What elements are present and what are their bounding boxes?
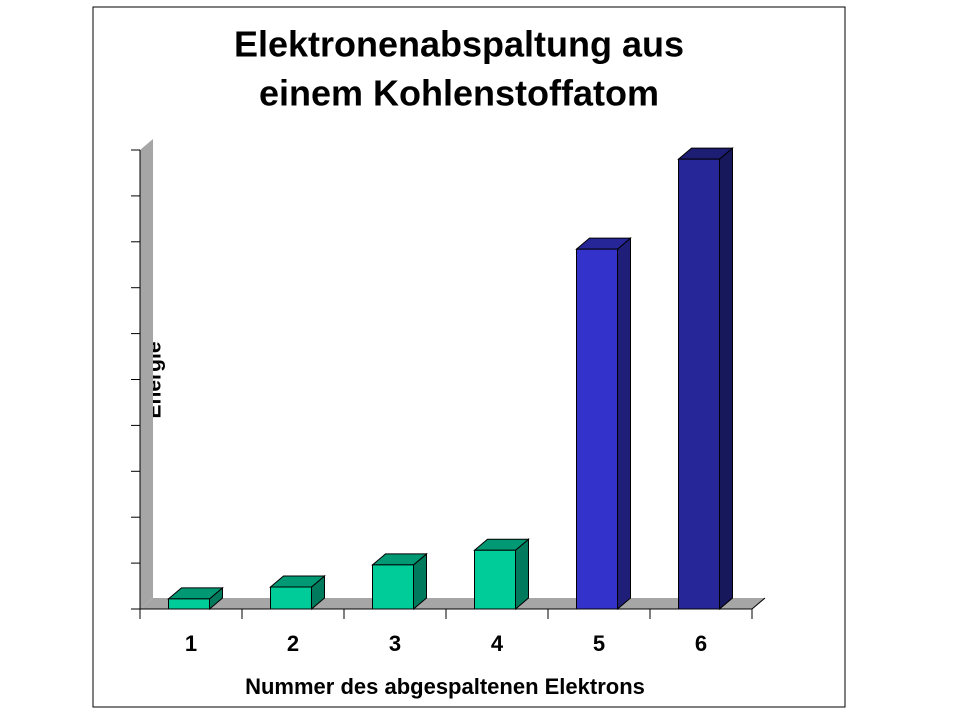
chart-title: einem Kohlenstoffatom: [259, 73, 659, 114]
bar: [575, 237, 632, 611]
bar: [167, 586, 224, 611]
x-tick-label: 2: [287, 631, 299, 656]
bar: [269, 574, 326, 611]
bar-side: [719, 147, 733, 611]
bar-front: [474, 549, 516, 610]
bar-front: [270, 586, 312, 610]
bar-front: [576, 248, 618, 610]
bar: [677, 147, 734, 611]
x-tick-label: 6: [695, 631, 707, 656]
bar: [371, 552, 428, 611]
x-axis-title: Nummer des abgespaltenen Elektrons: [245, 674, 645, 699]
x-tick-label: 3: [389, 631, 401, 656]
bar-side: [515, 538, 529, 611]
x-tick-label: 1: [185, 631, 197, 656]
floor: [140, 598, 765, 609]
floor-edge: [751, 597, 766, 610]
chart-title: Elektronenabspaltung aus: [234, 24, 684, 65]
bar-front: [168, 598, 210, 610]
bar-front: [678, 158, 720, 610]
bar: [473, 538, 530, 611]
x-tick-label: 4: [491, 631, 504, 656]
bar-front: [372, 564, 414, 610]
bar-side: [617, 237, 631, 611]
x-tick-label: 5: [593, 631, 605, 656]
back-wall: [140, 139, 153, 609]
